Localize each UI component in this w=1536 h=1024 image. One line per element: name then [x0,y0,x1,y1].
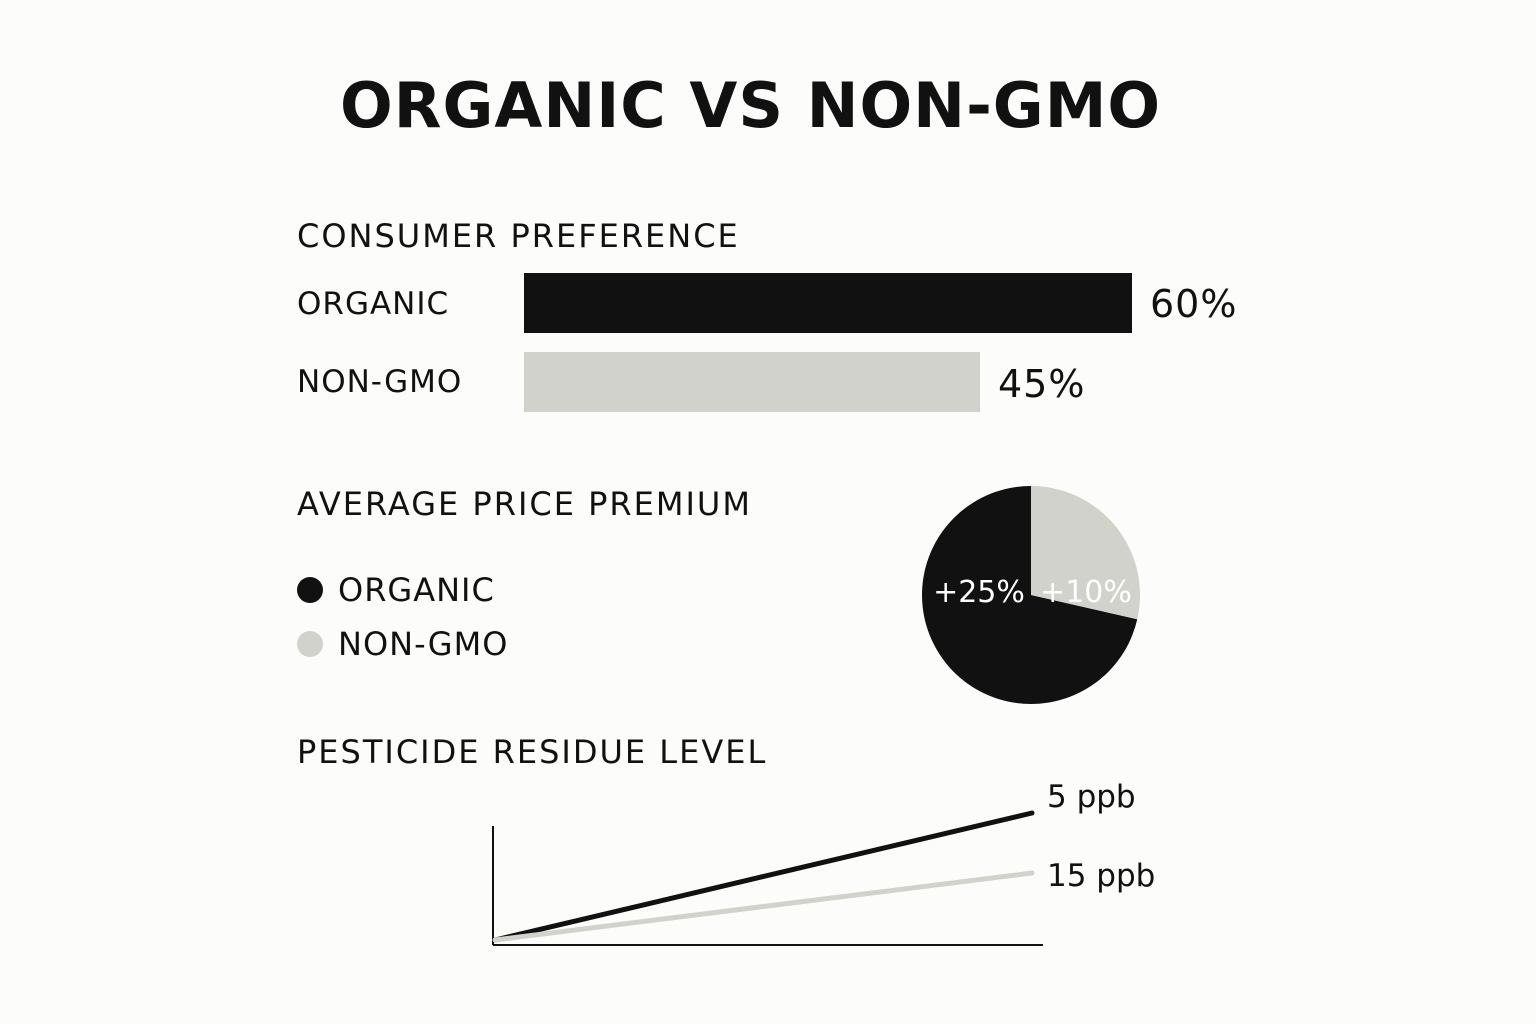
line-end-label-non-gmo: 15 ppb [1047,858,1155,894]
bar-label-organic: ORGANIC [297,286,450,322]
pesticide-residue-title: PESTICIDE RESIDUE LEVEL [297,733,768,771]
legend-dot-organic-icon [297,577,323,603]
pie-label-non-gmo: +10% [1040,575,1132,610]
bar-non-gmo [524,352,980,412]
bar-value-non-gmo: 45% [998,362,1086,406]
line-end-label-organic: 5 ppb [1047,779,1136,815]
legend-item-organic: ORGANIC [297,570,495,610]
bar-value-organic: 60% [1150,282,1238,326]
price-premium-title: AVERAGE PRICE PREMIUM [297,485,752,523]
pie-slice-non-gmo [1031,486,1140,620]
series-line-organic [492,810,1035,943]
bar-label-non-gmo: NON-GMO [297,364,463,400]
pie-slice-organic [921,486,1138,704]
pie-label-organic: +25% [933,575,1025,610]
legend-label-non-gmo: NON-GMO [338,625,509,663]
legend-item-non-gmo: NON-GMO [297,624,508,664]
bar-organic [524,273,1132,333]
legend-label-organic: ORGANIC [338,571,495,609]
chart-title: ORGANIC VS NON-GMO [340,69,1162,142]
legend-dot-non-gmo-icon [297,631,323,657]
consumer-preference-title: CONSUMER PREFERENCE [297,217,740,255]
series-line-non-gmo [492,870,1035,943]
